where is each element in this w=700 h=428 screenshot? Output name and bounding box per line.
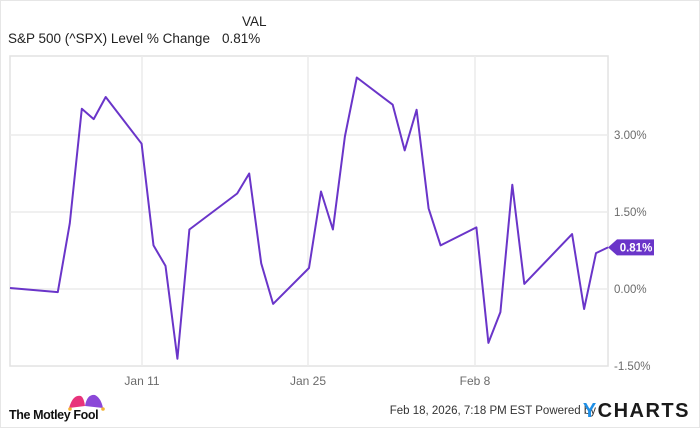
x-tick-label: Jan 25 [290, 374, 326, 388]
legend-column-header: VAL [242, 14, 267, 29]
y-tick-label: 0.00% [614, 284, 647, 296]
ycharts-logo-text: CHARTS [597, 400, 690, 422]
x-tick-label: Feb 8 [460, 374, 491, 388]
legend-series-name: S&P 500 (^SPX) Level % Change [8, 31, 210, 46]
chart-axes: 3.00% 1.50% 0.00% -1.50% Jan 11 Jan 25 Feb 8 [124, 130, 650, 388]
powered-by-text: Powered by [535, 405, 596, 417]
last-value-label: 0.81% [620, 242, 653, 254]
motley-fool-wordmark: The Motley Fool [9, 408, 99, 422]
y-tick-label: 3.00% [614, 130, 647, 142]
last-value-callout: 0.81% [608, 239, 654, 256]
legend-series-value: 0.81% [222, 31, 261, 46]
motley-fool-logo: The Motley Fool [9, 392, 119, 426]
chart-grid [9, 55, 609, 367]
timestamp-text: Feb 18, 2026, 7:18 PM EST [389, 405, 533, 417]
y-tick-label: -1.50% [614, 361, 650, 373]
footer-timestamp: Feb 18, 2026, 7:18 PM EST Powered by [390, 405, 596, 417]
x-tick-label: Jan 11 [124, 374, 159, 388]
jester-hat-icon [68, 394, 105, 411]
y-tick-label: 1.50% [614, 207, 647, 219]
ycharts-logo-y: Y [582, 400, 598, 422]
ycharts-logo: YCHARTS [583, 400, 690, 423]
series-line [9, 76, 609, 360]
